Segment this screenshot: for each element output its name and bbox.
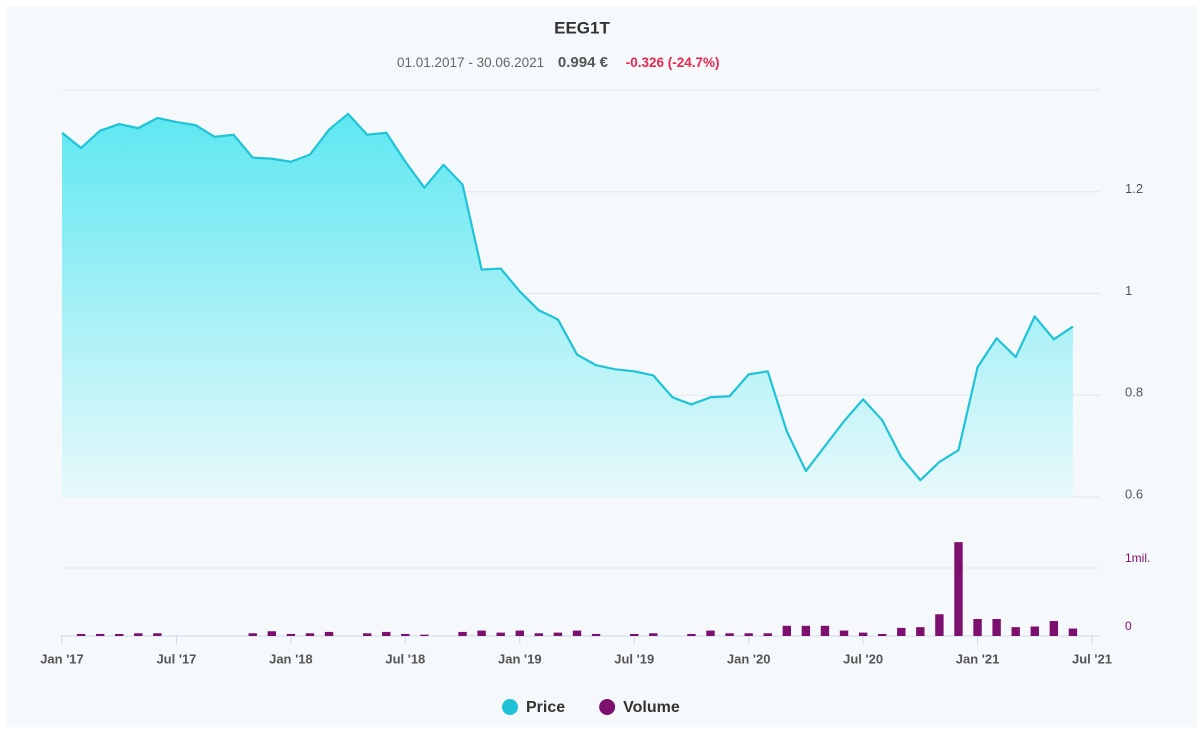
volume-bar xyxy=(973,619,982,636)
volume-bar xyxy=(916,627,925,636)
x-tick-label: Jul '19 xyxy=(614,651,654,666)
volume-bar xyxy=(534,633,544,636)
x-tick-label: Jul '21 xyxy=(1072,651,1112,666)
volume-bar xyxy=(572,630,582,636)
volume-bar xyxy=(496,632,505,636)
volume-bar xyxy=(267,631,277,636)
volume-bar xyxy=(76,633,86,636)
volume-bar xyxy=(95,633,105,636)
volume-bar xyxy=(935,614,944,636)
volume-bar xyxy=(305,633,315,636)
volume-bar xyxy=(153,633,162,636)
volume-bar xyxy=(744,633,753,636)
x-tick-label: Jul '20 xyxy=(843,651,883,666)
volume-bar xyxy=(1011,627,1020,636)
legend-marker xyxy=(502,699,518,715)
subtitle-change: -0.326 (-24.7%) xyxy=(626,55,720,70)
volume-bar xyxy=(763,633,772,636)
x-tick-label: Jan '19 xyxy=(498,651,542,666)
volume-bar xyxy=(687,633,696,636)
volume-bar xyxy=(324,631,334,636)
subtitle-period: 01.01.2017 - 30.06.2021 xyxy=(397,55,544,70)
x-tick-label: Jan '21 xyxy=(956,651,1000,666)
volume-bar xyxy=(839,630,849,636)
volume-bar xyxy=(725,633,734,636)
y-tick-label: 1.2 xyxy=(1125,181,1143,196)
y-tick-label: 1 xyxy=(1125,283,1132,298)
price-area xyxy=(62,113,1073,497)
volume-bar xyxy=(458,631,467,636)
volume-bar xyxy=(992,619,1001,636)
volume-bar xyxy=(782,625,792,636)
volume-bar xyxy=(382,631,391,636)
volume-bar xyxy=(362,633,372,636)
volume-bar xyxy=(706,630,715,636)
volume-bar xyxy=(858,632,868,636)
volume-bar xyxy=(649,633,658,636)
volume-bar xyxy=(248,633,257,636)
volume-bar xyxy=(553,632,563,636)
volume-bar xyxy=(1068,628,1078,636)
x-tick-label: Jul '17 xyxy=(156,651,196,666)
volume-bar xyxy=(134,633,143,636)
volume-bar xyxy=(954,542,963,636)
volume-bar xyxy=(591,633,601,636)
chart-subtitle: 01.01.2017 - 30.06.2021 0.994 € -0.326 (… xyxy=(397,54,720,71)
y-tick-label: 0.8 xyxy=(1125,385,1143,400)
x-tick-label: Jan '18 xyxy=(269,651,313,666)
volume-bar xyxy=(877,633,887,636)
volume-bar xyxy=(1030,626,1039,636)
volume-bar xyxy=(515,630,524,636)
x-tick-label: Jan '17 xyxy=(40,651,84,666)
volume-bar xyxy=(801,625,811,636)
volume-bar xyxy=(477,630,486,636)
y2-tick-label: 1mil. xyxy=(1125,551,1150,565)
subtitle-last: 0.994 € xyxy=(558,54,609,71)
volume-bar xyxy=(286,633,296,636)
volume-bar xyxy=(420,634,429,636)
x-tick-label: Jan '20 xyxy=(727,651,771,666)
legend-label: Price xyxy=(526,699,565,716)
volume-bar xyxy=(1049,621,1059,636)
legend-marker xyxy=(599,699,616,715)
x-tick-label: Jul '18 xyxy=(385,651,425,666)
volume-bar xyxy=(115,633,124,636)
y2-tick-label: 0 xyxy=(1125,619,1132,633)
volume-bar xyxy=(630,633,639,636)
chart-title: EEG1T xyxy=(554,18,610,37)
y-tick-label: 0.6 xyxy=(1125,486,1143,501)
legend-label: Volume xyxy=(623,699,680,716)
volume-bar xyxy=(401,633,410,636)
volume-bar xyxy=(897,627,906,636)
volume-bar xyxy=(820,625,830,636)
price-line xyxy=(61,112,1074,482)
